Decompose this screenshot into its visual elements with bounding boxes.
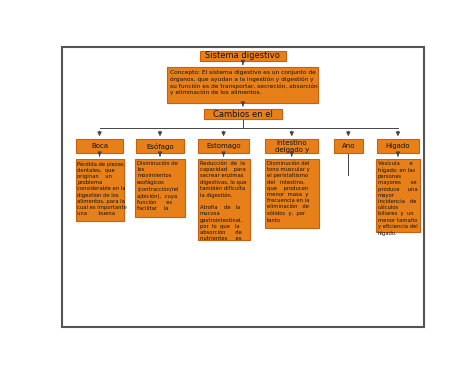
Text: Boca: Boca	[91, 143, 108, 149]
FancyBboxPatch shape	[377, 139, 419, 153]
FancyBboxPatch shape	[264, 159, 319, 228]
FancyBboxPatch shape	[198, 159, 249, 240]
Text: Cambios en el: Cambios en el	[213, 110, 273, 118]
FancyBboxPatch shape	[136, 139, 184, 153]
FancyBboxPatch shape	[198, 139, 249, 153]
FancyBboxPatch shape	[76, 139, 123, 153]
Text: Intestino
delgado y: Intestino delgado y	[274, 139, 309, 152]
FancyBboxPatch shape	[135, 159, 185, 217]
Text: Ano: Ano	[342, 143, 355, 149]
Text: Pérdida de piezas
dentales,  que
originan    un
problema
considerable en la
dige: Pérdida de piezas dentales, que originan…	[77, 161, 128, 216]
Text: Vesícula      e
hígado: en las
personas
mayores      se
produce     una
mayor
in: Vesícula e hígado: en las personas mayor…	[378, 161, 418, 236]
Text: Estomago: Estomago	[206, 143, 241, 149]
FancyBboxPatch shape	[265, 139, 318, 153]
Text: Sistema digestivo: Sistema digestivo	[206, 51, 280, 60]
Text: Reducción  de  la
capacidad    para
secrear enzimas
digestivas, lo que
también d: Reducción de la capacidad para secrear e…	[200, 161, 246, 241]
FancyBboxPatch shape	[376, 159, 420, 232]
FancyBboxPatch shape	[334, 139, 363, 153]
FancyBboxPatch shape	[167, 67, 319, 103]
FancyBboxPatch shape	[201, 51, 285, 61]
Text: Hígado: Hígado	[386, 143, 410, 149]
Text: Concepto: El sistema digestivo es un conjunto de
órganos, que ayudan a la ingest: Concepto: El sistema digestivo es un con…	[171, 70, 318, 95]
Text: Disminución de
los
movimientos
esofágicos
(contracción/rel
ajbición),  cuya
func: Disminución de los movimientos esofágico…	[137, 161, 179, 211]
Text: Disminución del
tono muscular y
el peristaltismo
del   intestino,
que    produce: Disminución del tono muscular y el peris…	[266, 161, 310, 222]
Text: Esófago: Esófago	[146, 142, 174, 149]
FancyBboxPatch shape	[204, 109, 282, 119]
FancyBboxPatch shape	[75, 159, 124, 221]
